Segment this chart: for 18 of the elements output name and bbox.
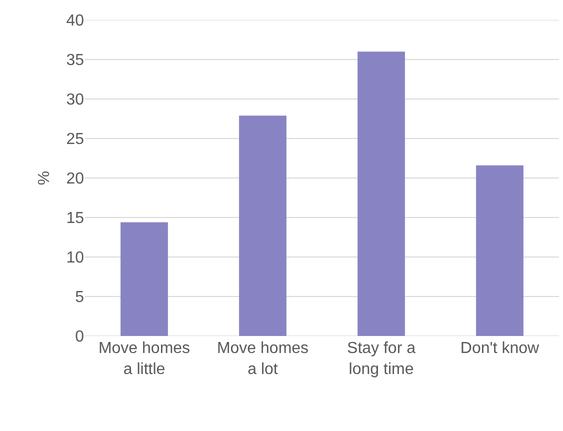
y-tick-label: 30 bbox=[66, 92, 84, 109]
y-tick-label: 15 bbox=[66, 210, 84, 228]
bar bbox=[358, 52, 405, 336]
x-tick-label: Move homes a little bbox=[98, 340, 190, 378]
y-tick-label: 25 bbox=[66, 131, 84, 148]
y-tick-label: 0 bbox=[75, 328, 84, 346]
bar bbox=[239, 116, 286, 336]
bar bbox=[120, 222, 168, 336]
x-tick-label: Stay for a long time bbox=[347, 340, 416, 378]
y-tick-label: 40 bbox=[66, 12, 84, 30]
y-tick-label: 10 bbox=[66, 250, 84, 267]
bar bbox=[476, 165, 524, 336]
y-tick-label: 35 bbox=[66, 52, 84, 70]
y-axis-title: % bbox=[36, 170, 54, 186]
x-tick-label: Don't know bbox=[460, 340, 540, 357]
x-tick-label: Move homes a lot bbox=[216, 340, 309, 378]
y-tick-label: 20 bbox=[66, 170, 84, 188]
y-tick-label: 5 bbox=[75, 289, 84, 306]
